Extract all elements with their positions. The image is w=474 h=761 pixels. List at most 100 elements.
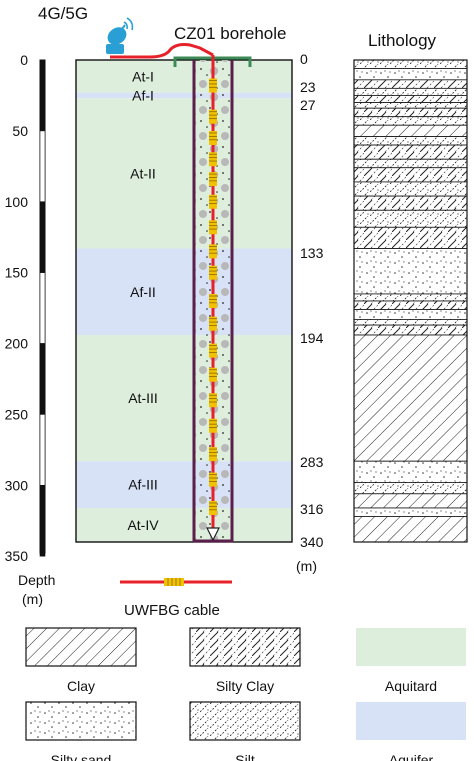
lithology-band-silty-clay: [353, 167, 468, 183]
lithology-band-silt: [353, 136, 468, 146]
lithology-band-clay: [353, 334, 468, 462]
legend-swatch: [356, 628, 466, 666]
legend-swatch: [25, 627, 137, 667]
fbg-grating: [209, 343, 217, 358]
lithology-band-silt: [353, 102, 468, 109]
fbg-grating: [209, 152, 217, 167]
lithology-band-silt: [353, 158, 468, 169]
lithology-band-clay: [353, 516, 468, 543]
boundary-depth-label: 133: [300, 245, 324, 261]
boundary-depth-label: 23: [300, 79, 316, 95]
layer-band-aquitard: [76, 98, 292, 249]
lithology-band-silty-clay: [353, 226, 468, 249]
boundary-unit: (m): [296, 558, 317, 574]
lithology-band-silty-sand: [353, 248, 468, 295]
layer-band-aquifer: [76, 248, 292, 336]
fbg-grating: [209, 393, 217, 408]
boundary-depth-label: 0: [300, 51, 308, 67]
layer-label: At-II: [130, 165, 156, 181]
lithology-band-silty-sand: [353, 68, 468, 81]
fbg-grating: [209, 500, 217, 515]
lithology-band-silty-clay: [353, 95, 468, 103]
depth-tick-label: 300: [5, 477, 29, 493]
lithology-band-silt: [353, 59, 468, 69]
depth-axis-label: Depth: [18, 572, 55, 588]
boundary-depth-label: 340: [300, 534, 324, 550]
layer-band-aquitard: [76, 507, 292, 542]
lithology-band-silt: [353, 482, 468, 495]
fbg-grating: [209, 472, 217, 487]
lithology-band-silt: [353, 293, 468, 302]
legend-swatch: [189, 701, 301, 741]
depth-tick-label: 0: [20, 52, 28, 68]
depth-axis-segment: [39, 201, 46, 273]
boundary-depth-label: 283: [300, 454, 324, 470]
legend-label: Silty Clay: [216, 678, 274, 694]
lithology-band-silty-sand: [353, 460, 468, 483]
lithology-band-silty-sand: [353, 309, 468, 320]
legend-swatch: [189, 627, 301, 667]
legend-label: Clay: [67, 678, 95, 694]
depth-tick-label: 250: [5, 406, 29, 422]
lithology-band-silty-clay: [353, 79, 468, 89]
legend-item-silty-sand: Silty sand: [25, 701, 137, 761]
borehole-title: CZ01 borehole: [174, 24, 286, 43]
depth-axis-unit: (m): [22, 591, 43, 607]
layer-column-frame: [75, 59, 293, 543]
lithology-band-silt: [353, 116, 468, 126]
lithology-band-silt: [353, 319, 468, 326]
fbg-grating: [209, 109, 217, 124]
legend-label: Silty sand: [51, 752, 112, 761]
layer-label: At-IV: [127, 517, 159, 533]
fbg-grating: [209, 172, 217, 187]
cable-legend-grating: [164, 578, 184, 586]
depth-tick-label: 150: [5, 265, 29, 281]
lithology-band-silty-clay: [353, 195, 468, 211]
fbg-grating: [209, 265, 217, 280]
lithology-band-silty-clay: [353, 144, 468, 160]
fbg-grating: [209, 447, 217, 462]
layer-label: At-III: [128, 390, 158, 406]
fbg-grating: [209, 367, 217, 382]
lithology-band-clay: [353, 493, 468, 509]
fbg-grating: [209, 194, 217, 209]
legend-label: Aquitard: [385, 678, 437, 694]
legend-label: Silt: [235, 752, 255, 761]
lithology-band-silty-clay: [353, 324, 468, 336]
fbg-grating: [209, 130, 217, 145]
lithology-band-silt: [353, 209, 468, 228]
legend-item-clay: Clay: [25, 627, 137, 694]
fbg-grating: [209, 418, 217, 433]
legend-item-silt: Silt: [189, 701, 301, 761]
cable-legend-label: UWFBG cable: [124, 602, 220, 619]
depth-axis: 0 50 100 150 200 250 300 350 Depth (m): [5, 52, 56, 607]
lithology-band-silty-clay: [353, 300, 468, 310]
depth-tick-label: 100: [5, 194, 29, 210]
legend-swatch: [25, 701, 137, 741]
lithology-band-silt: [353, 87, 468, 96]
lithology-band-silty-clay: [353, 107, 468, 118]
fbg-grating: [209, 294, 217, 308]
fbg-grating: [209, 244, 217, 259]
cable-legend: UWFBG cable: [120, 578, 232, 619]
layer-band-aquitard: [76, 60, 292, 93]
depth-tick-label: 200: [5, 336, 29, 352]
fbg-grating: [209, 78, 217, 93]
fbg-grating: [209, 316, 217, 331]
boundary-depth-label: 316: [300, 501, 324, 517]
legend-swatch: [356, 702, 466, 740]
boundary-depth-label: 27: [300, 97, 316, 113]
borehole: [110, 43, 252, 543]
antenna-label: 4G/5G: [38, 4, 88, 23]
depth-axis-segment: [39, 484, 46, 557]
depth-axis-segment: [39, 272, 46, 344]
legend-item-aquitard: Aquitard: [356, 628, 466, 694]
lithology-column: [353, 59, 468, 543]
depth-axis-segment: [39, 343, 46, 415]
legend-label: Aquifer: [389, 752, 434, 761]
layer-column: At-I Af-I At-II Af-II At-III Af-III At-IV: [75, 59, 293, 543]
lithology-band-clay: [353, 124, 468, 137]
pattern-legend: Clay Silty Clay Aquitard Silty sand Silt Aqui…: [25, 627, 466, 761]
depth-tick-label: 50: [12, 123, 28, 139]
